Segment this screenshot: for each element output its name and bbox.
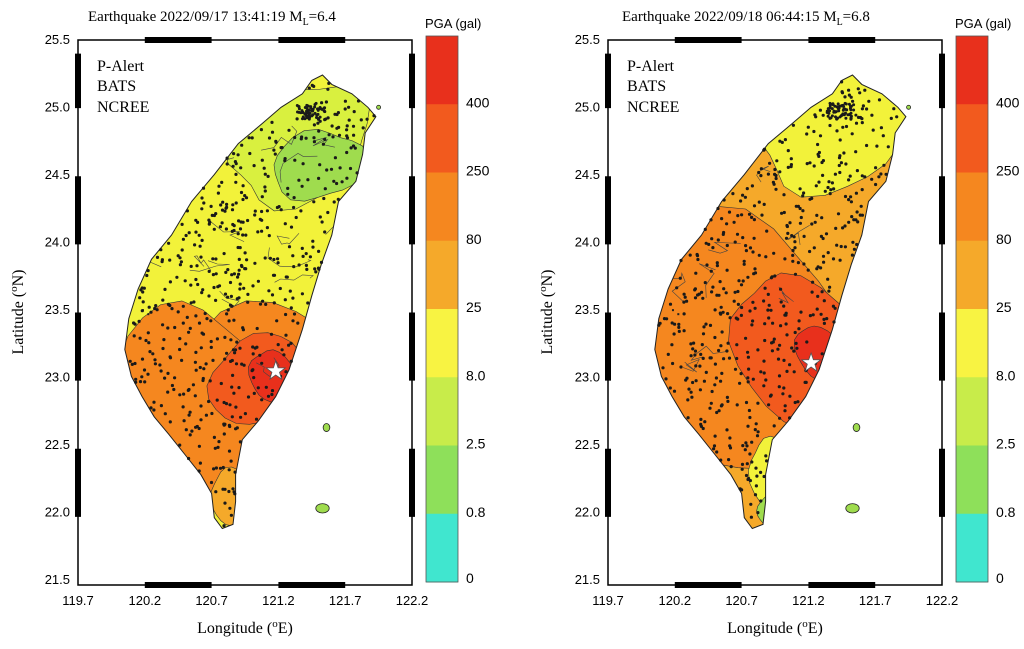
colorbar-label: 25 [996,299,1012,315]
colorbar-band [956,104,988,173]
legend-line: BATS [97,78,136,95]
x-tick-label: 121.2 [792,593,825,608]
colorbar-band [956,172,988,242]
colorbar-band [956,513,988,583]
y-tick-label: 22.5 [575,437,600,452]
colorbar-label: 0 [996,570,1004,586]
x-tick-label: 122.2 [926,593,959,608]
colorbar-band [956,445,988,515]
title-sub: L [837,17,843,28]
title-main: Earthquake 2022/09/17 13:41:19 M [88,9,303,25]
y-tick-label: 25.5 [45,32,70,47]
y-axis-label-right: Latitude (oN) [537,269,556,354]
colorbar-band [956,377,988,446]
colorbar-band [426,36,458,105]
y-tick-label: 23.0 [45,370,70,385]
epicenter-star-icon [265,359,287,381]
colorbar-label: 250 [466,163,490,179]
colorbar-band [426,309,458,378]
frame-ticks-left [75,37,415,588]
legend-line: NCREE [97,99,149,116]
y-tick-label: 21.5 [45,572,70,587]
legend-text-right: P-Alert BATS NCREE [627,58,679,116]
colorbar-band [426,172,458,242]
x-tick-label: 121.2 [262,593,295,608]
x-tick-label: 119.7 [592,593,624,608]
y-tick-label: 21.5 [575,572,600,587]
y-tick-label: 24.5 [575,167,600,182]
y-tick-label: 24.0 [45,235,70,250]
colorbar-label: 0.8 [996,504,1016,520]
panel-title-right: Earthquake 2022/09/18 06:44:15 ML=6.8 [622,9,870,28]
colorbar-label: 2.5 [466,436,486,452]
frame-ticks-right [605,37,945,588]
colorbar-band [956,240,988,310]
colorbar-band [426,377,458,446]
y-tick-label: 25.5 [575,32,600,47]
y-tick-label: 23.5 [575,302,600,317]
colorbar-title: PGA (gal) [955,16,1011,31]
x-tick-label: 121.7 [329,593,362,608]
colorbar-band [426,240,458,310]
colorbar-label: 400 [996,94,1020,110]
legend-line: P-Alert [627,58,675,75]
y-tick-labels-right: 25.5 25.0 24.5 24.0 23.5 23.0 22.5 22.0 21.5 [575,32,600,587]
x-tick-label: 121.7 [859,593,892,608]
colorbar-band [956,309,988,378]
title-main: Earthquake 2022/09/18 06:44:15 M [622,9,837,25]
y-tick-labels-left: 25.5 25.0 24.5 24.0 23.5 23.0 22.5 22.0 21.5 [45,32,70,587]
x-tick-label: 119.7 [62,593,94,608]
x-tick-label: 120.2 [659,593,692,608]
colorbar-band [426,104,458,173]
x-tick-label: 120.7 [195,593,228,608]
colorbar-band [956,36,988,105]
y-tick-label: 25.0 [575,100,600,115]
title-tail: =6.8 [843,9,870,25]
x-axis-label-left: Longitude (oE) [197,618,293,637]
colorbar-right: PGA (gal) 400 250 80 25 8.0 2.5 0.8 0 [955,16,1020,586]
x-tick-label: 120.7 [725,593,758,608]
colorbar-left: PGA (gal) 400 250 80 25 8.0 2.5 0.8 0 [425,16,490,586]
y-tick-label: 25.0 [45,100,70,115]
colorbar-band [426,445,458,515]
map-panel-right: Earthquake 2022/09/18 06:44:15 ML=6.8 P-… [537,9,958,637]
colorbar-label: 0.8 [466,504,486,520]
x-axis-label-right: Longitude (oE) [727,618,823,637]
x-tick-labels-left: 119.7 120.2 120.7 121.2 121.7 122.2 [62,593,428,608]
colorbar-label: 400 [466,94,490,110]
x-tick-labels-right: 119.7 120.2 120.7 121.2 121.7 122.2 [592,593,958,608]
colorbar-label: 0 [466,570,474,586]
epicenter-star-icon [800,351,822,373]
legend-text-left: P-Alert BATS NCREE [97,58,149,116]
y-tick-label: 22.0 [575,505,600,520]
colorbar-label: 25 [466,299,482,315]
map-panel-left: Earthquake 2022/09/17 13:41:19 ML=6.4 P-… [8,9,428,637]
legend-line: P-Alert [97,58,145,75]
colorbar-label: 8.0 [466,367,486,383]
y-tick-label: 24.5 [45,167,70,182]
x-tick-label: 122.2 [396,593,429,608]
colorbar-label: 80 [996,231,1012,247]
colorbar-label: 8.0 [996,367,1016,383]
y-tick-label: 23.5 [45,302,70,317]
colorbar-band [426,513,458,583]
y-tick-label: 23.0 [575,370,600,385]
y-tick-label: 22.0 [45,505,70,520]
panel-title-left: Earthquake 2022/09/17 13:41:19 ML=6.4 [88,9,336,28]
colorbar-label: 80 [466,231,482,247]
y-axis-label-left: Latitude (oN) [8,269,27,354]
x-tick-label: 120.2 [129,593,162,608]
legend-line: BATS [627,78,666,95]
colorbar-title: PGA (gal) [425,16,481,31]
title-tail: =6.4 [309,9,337,25]
colorbar-label: 2.5 [996,436,1016,452]
legend-line: NCREE [627,99,679,116]
title-sub: L [303,17,309,28]
y-tick-label: 22.5 [45,437,70,452]
y-tick-label: 24.0 [575,235,600,250]
colorbar-label: 250 [996,163,1020,179]
